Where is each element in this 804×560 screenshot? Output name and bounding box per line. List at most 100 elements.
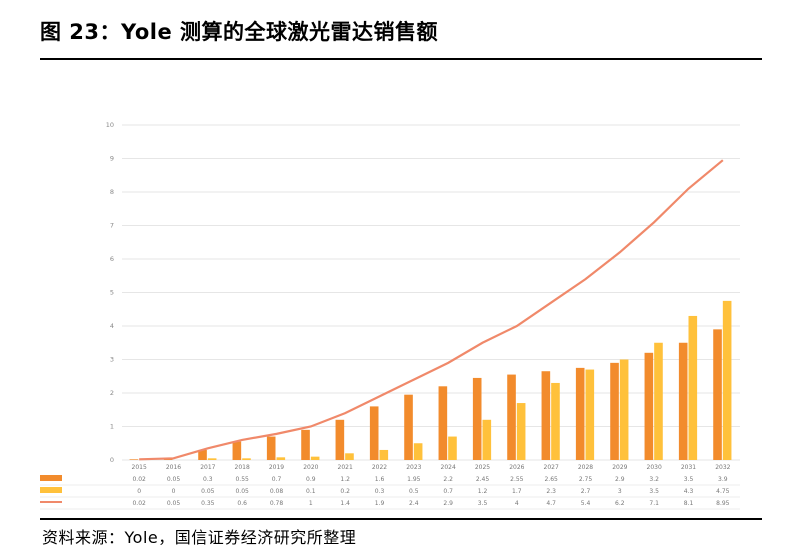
- x-category-label: 2026: [509, 464, 524, 471]
- table-cell: 0.05: [167, 476, 181, 483]
- table-cell: 1.4: [340, 500, 350, 507]
- table-cell: 1.2: [478, 488, 488, 495]
- x-category-label: 2015: [132, 464, 147, 471]
- table-cell: 0.9: [306, 476, 316, 483]
- table-cell: 2.9: [615, 476, 625, 483]
- bar-1: [713, 329, 722, 460]
- table-cell: 4: [515, 500, 519, 507]
- y-tick-label: 7: [110, 222, 114, 230]
- table-cell: 0.35: [201, 500, 215, 507]
- table-cell: 0.05: [235, 488, 249, 495]
- x-category-label: 2018: [235, 464, 250, 471]
- table-cell: 4.3: [684, 488, 694, 495]
- bar-2: [482, 419, 492, 460]
- bar-2: [448, 436, 457, 460]
- table-cell: 0.3: [375, 488, 385, 495]
- bar-1: [404, 394, 413, 460]
- y-tick-label: 9: [110, 155, 114, 163]
- table-cell: 3: [618, 488, 622, 495]
- x-category-label: 2021: [338, 464, 353, 471]
- bar-1: [575, 367, 585, 460]
- bar-2: [619, 359, 629, 460]
- bar-2: [345, 453, 354, 460]
- bar-2: [242, 458, 251, 460]
- table-cell: 7.1: [649, 500, 659, 507]
- y-tick-label: 4: [110, 322, 114, 330]
- table-cell: 1.7: [512, 488, 522, 495]
- bar-1: [678, 342, 688, 460]
- bar-2: [722, 300, 732, 460]
- bar-1: [335, 419, 345, 460]
- table-cell: 1: [309, 500, 313, 507]
- table-cell: 2.3: [546, 488, 556, 495]
- table-cell: 2.65: [544, 476, 558, 483]
- table-cell: 2.2: [443, 476, 453, 483]
- table-cell: 0.02: [132, 476, 146, 483]
- x-category-label: 2024: [441, 464, 456, 471]
- table-cell: 0.05: [201, 488, 215, 495]
- figure-title: 图 23：Yole 测算的全球激光雷达销售额: [40, 20, 438, 44]
- y-tick-label: 8: [110, 188, 114, 196]
- y-tick-label: 10: [106, 121, 114, 129]
- table-cell: 1.9: [375, 500, 385, 507]
- bar-1: [541, 371, 551, 460]
- table-cell: 0.02: [132, 500, 146, 507]
- bar-2: [688, 315, 698, 460]
- table-cell: 2.55: [510, 476, 524, 483]
- y-tick-label: 2: [110, 389, 114, 397]
- table-cell: 0: [137, 488, 141, 495]
- bar-1: [472, 377, 482, 460]
- table-legend-swatch: [40, 487, 62, 493]
- bar-1: [610, 362, 619, 460]
- x-category-label: 2029: [612, 464, 627, 471]
- table-cell: 8.1: [684, 500, 694, 507]
- table-cell: 1.95: [407, 476, 421, 483]
- title-divider: [40, 58, 762, 60]
- table-cell: 0.7: [272, 476, 282, 483]
- table-cell: 0.5: [409, 488, 419, 495]
- y-tick-label: 6: [110, 255, 114, 263]
- x-category-label: 2020: [303, 464, 318, 471]
- bar-1: [129, 459, 139, 460]
- x-category-label: 2022: [372, 464, 387, 471]
- bar-1: [438, 386, 448, 460]
- bar-2: [413, 443, 423, 460]
- line-series-1: [139, 159, 724, 461]
- bar-2: [654, 342, 663, 460]
- table-cell: 0.3: [203, 476, 213, 483]
- table-cell: 2.45: [476, 476, 490, 483]
- y-tick-label: 3: [110, 356, 114, 364]
- x-category-label: 2032: [715, 464, 730, 471]
- y-tick-label: 0: [110, 456, 114, 464]
- table-cell: 4.75: [716, 488, 730, 495]
- x-category-label: 2016: [166, 464, 181, 471]
- x-category-label: 2019: [269, 464, 284, 471]
- bar-2: [516, 403, 526, 460]
- y-tick-label: 1: [110, 423, 114, 431]
- x-category-label: 2025: [475, 464, 490, 471]
- bar-1: [507, 374, 516, 460]
- source-divider: [40, 518, 762, 520]
- x-category-label: 2027: [544, 464, 559, 471]
- bar-1: [266, 436, 276, 460]
- bar-1: [232, 441, 242, 460]
- table-cell: 5.4: [581, 500, 591, 507]
- table-cell: 2.4: [409, 500, 419, 507]
- table-cell: 0.55: [235, 476, 249, 483]
- table-cell: 2.75: [579, 476, 593, 483]
- table-cell: 0: [172, 488, 176, 495]
- bar-2: [379, 449, 389, 460]
- source-note: 资料来源：Yole，国信证券经济研究所整理: [42, 528, 357, 547]
- table-cell: 0.78: [270, 500, 284, 507]
- x-category-label: 2031: [681, 464, 696, 471]
- x-category-label: 2030: [647, 464, 662, 471]
- table-cell: 1.2: [340, 476, 350, 483]
- bar-1: [369, 406, 379, 460]
- table-cell: 0.08: [270, 488, 284, 495]
- table-cell: 0.1: [306, 488, 316, 495]
- bar-1: [198, 449, 207, 460]
- table-cell: 0.2: [340, 488, 350, 495]
- y-tick-label: 5: [110, 289, 114, 297]
- bar-2: [551, 382, 560, 460]
- table-legend-swatch: [40, 475, 62, 481]
